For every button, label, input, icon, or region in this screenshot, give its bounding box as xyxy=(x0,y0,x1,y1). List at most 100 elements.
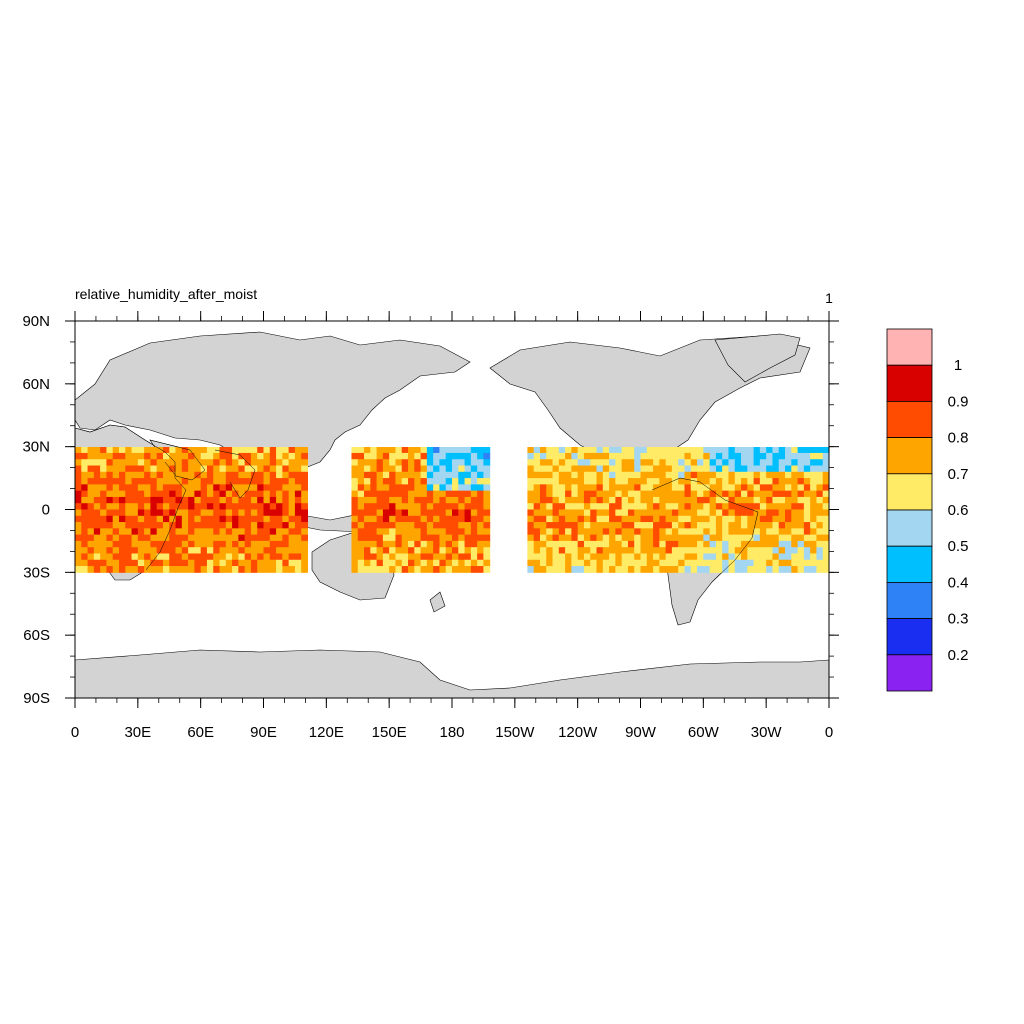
humidity-cell xyxy=(577,471,585,479)
humidity-cell xyxy=(200,478,208,485)
humidity-cell xyxy=(552,503,560,510)
humidity-cell xyxy=(797,559,805,567)
humidity-cell xyxy=(81,553,89,561)
humidity-cell xyxy=(87,515,95,523)
humidity-cell xyxy=(715,471,723,479)
humidity-cell xyxy=(93,553,101,561)
humidity-cell xyxy=(640,471,648,479)
humidity-cell xyxy=(533,459,541,467)
humidity-cell xyxy=(263,528,271,536)
humidity-cell xyxy=(395,447,403,454)
humidity-cell xyxy=(257,553,264,561)
humidity-cell xyxy=(703,459,711,467)
humidity-cell xyxy=(87,503,95,510)
humidity-cell xyxy=(364,547,371,554)
humidity-cell xyxy=(533,465,541,473)
humidity-cell xyxy=(583,534,591,542)
humidity-cell xyxy=(665,471,673,479)
humidity-cell xyxy=(458,447,466,454)
humidity-cell xyxy=(106,503,114,510)
humidity-cell xyxy=(697,534,704,542)
humidity-cell xyxy=(747,452,755,460)
humidity-cell xyxy=(219,465,227,473)
humidity-cell xyxy=(150,515,158,523)
humidity-cell xyxy=(671,547,679,554)
humidity-cell xyxy=(797,522,805,529)
humidity-cell xyxy=(772,478,780,485)
humidity-cell xyxy=(822,496,829,504)
humidity-cell xyxy=(169,553,177,561)
humidity-cell xyxy=(433,522,440,529)
humidity-cell xyxy=(697,465,704,473)
humidity-cell xyxy=(112,553,120,561)
humidity-cell xyxy=(106,496,114,504)
humidity-cell xyxy=(144,515,151,523)
humidity-cell xyxy=(590,452,598,460)
humidity-cell xyxy=(181,547,189,554)
land-antarctica xyxy=(75,649,829,698)
humidity-cell xyxy=(269,534,277,542)
humidity-cell xyxy=(395,478,403,485)
map-plot-area xyxy=(75,321,829,698)
humidity-cell xyxy=(546,490,554,498)
humidity-cell xyxy=(778,478,786,485)
humidity-cell xyxy=(150,522,158,529)
humidity-cell xyxy=(539,503,547,510)
humidity-cell xyxy=(433,503,440,510)
humidity-cell xyxy=(162,490,170,498)
humidity-cell xyxy=(722,547,729,554)
humidity-cell xyxy=(263,547,271,554)
humidity-cell xyxy=(206,503,214,510)
humidity-cell xyxy=(213,465,221,473)
humidity-cell xyxy=(439,534,447,542)
humidity-cell xyxy=(653,503,660,510)
colorbar-segment xyxy=(886,473,933,511)
humidity-cell xyxy=(131,515,139,523)
humidity-cell xyxy=(162,540,170,548)
humidity-cell xyxy=(112,522,120,529)
humidity-cell xyxy=(747,503,755,510)
humidity-cell xyxy=(753,471,761,479)
humidity-cell xyxy=(232,559,239,567)
humidity-cell xyxy=(741,534,748,542)
humidity-cell xyxy=(665,534,673,542)
humidity-cell xyxy=(395,559,403,567)
humidity-cell xyxy=(188,452,195,460)
humidity-cell xyxy=(678,566,685,573)
humidity-cell xyxy=(778,447,786,454)
humidity-cell xyxy=(703,490,711,498)
lat-tick-label: 30S xyxy=(23,564,50,581)
humidity-cell xyxy=(753,547,761,554)
humidity-cell xyxy=(659,452,667,460)
humidity-cell xyxy=(797,490,805,498)
humidity-cell xyxy=(364,484,371,492)
humidity-cell xyxy=(734,547,742,554)
humidity-cell xyxy=(470,471,478,479)
humidity-cell xyxy=(232,547,239,554)
humidity-cell xyxy=(464,566,472,573)
humidity-cell xyxy=(684,496,692,504)
humidity-cell xyxy=(294,503,302,510)
humidity-cell xyxy=(370,459,378,467)
humidity-cell xyxy=(653,490,660,498)
humidity-cell xyxy=(162,496,170,504)
humidity-cell xyxy=(364,452,371,460)
humidity-cell xyxy=(131,465,139,473)
humidity-cell xyxy=(634,553,641,561)
humidity-cell xyxy=(627,528,635,536)
humidity-cell xyxy=(225,471,233,479)
humidity-cell xyxy=(169,496,177,504)
humidity-cell xyxy=(395,465,403,473)
humidity-cell xyxy=(188,490,195,498)
humidity-cell xyxy=(118,522,126,529)
humidity-cell xyxy=(118,465,126,473)
humidity-cell xyxy=(75,547,82,554)
humidity-cell xyxy=(213,528,221,536)
humidity-cell xyxy=(703,484,711,492)
humidity-cell xyxy=(269,540,277,548)
lon-tick-label: 120W xyxy=(558,724,598,741)
humidity-cell xyxy=(433,452,440,460)
humidity-cell xyxy=(797,452,805,460)
humidity-cell xyxy=(106,540,114,548)
humidity-cell xyxy=(747,540,755,548)
